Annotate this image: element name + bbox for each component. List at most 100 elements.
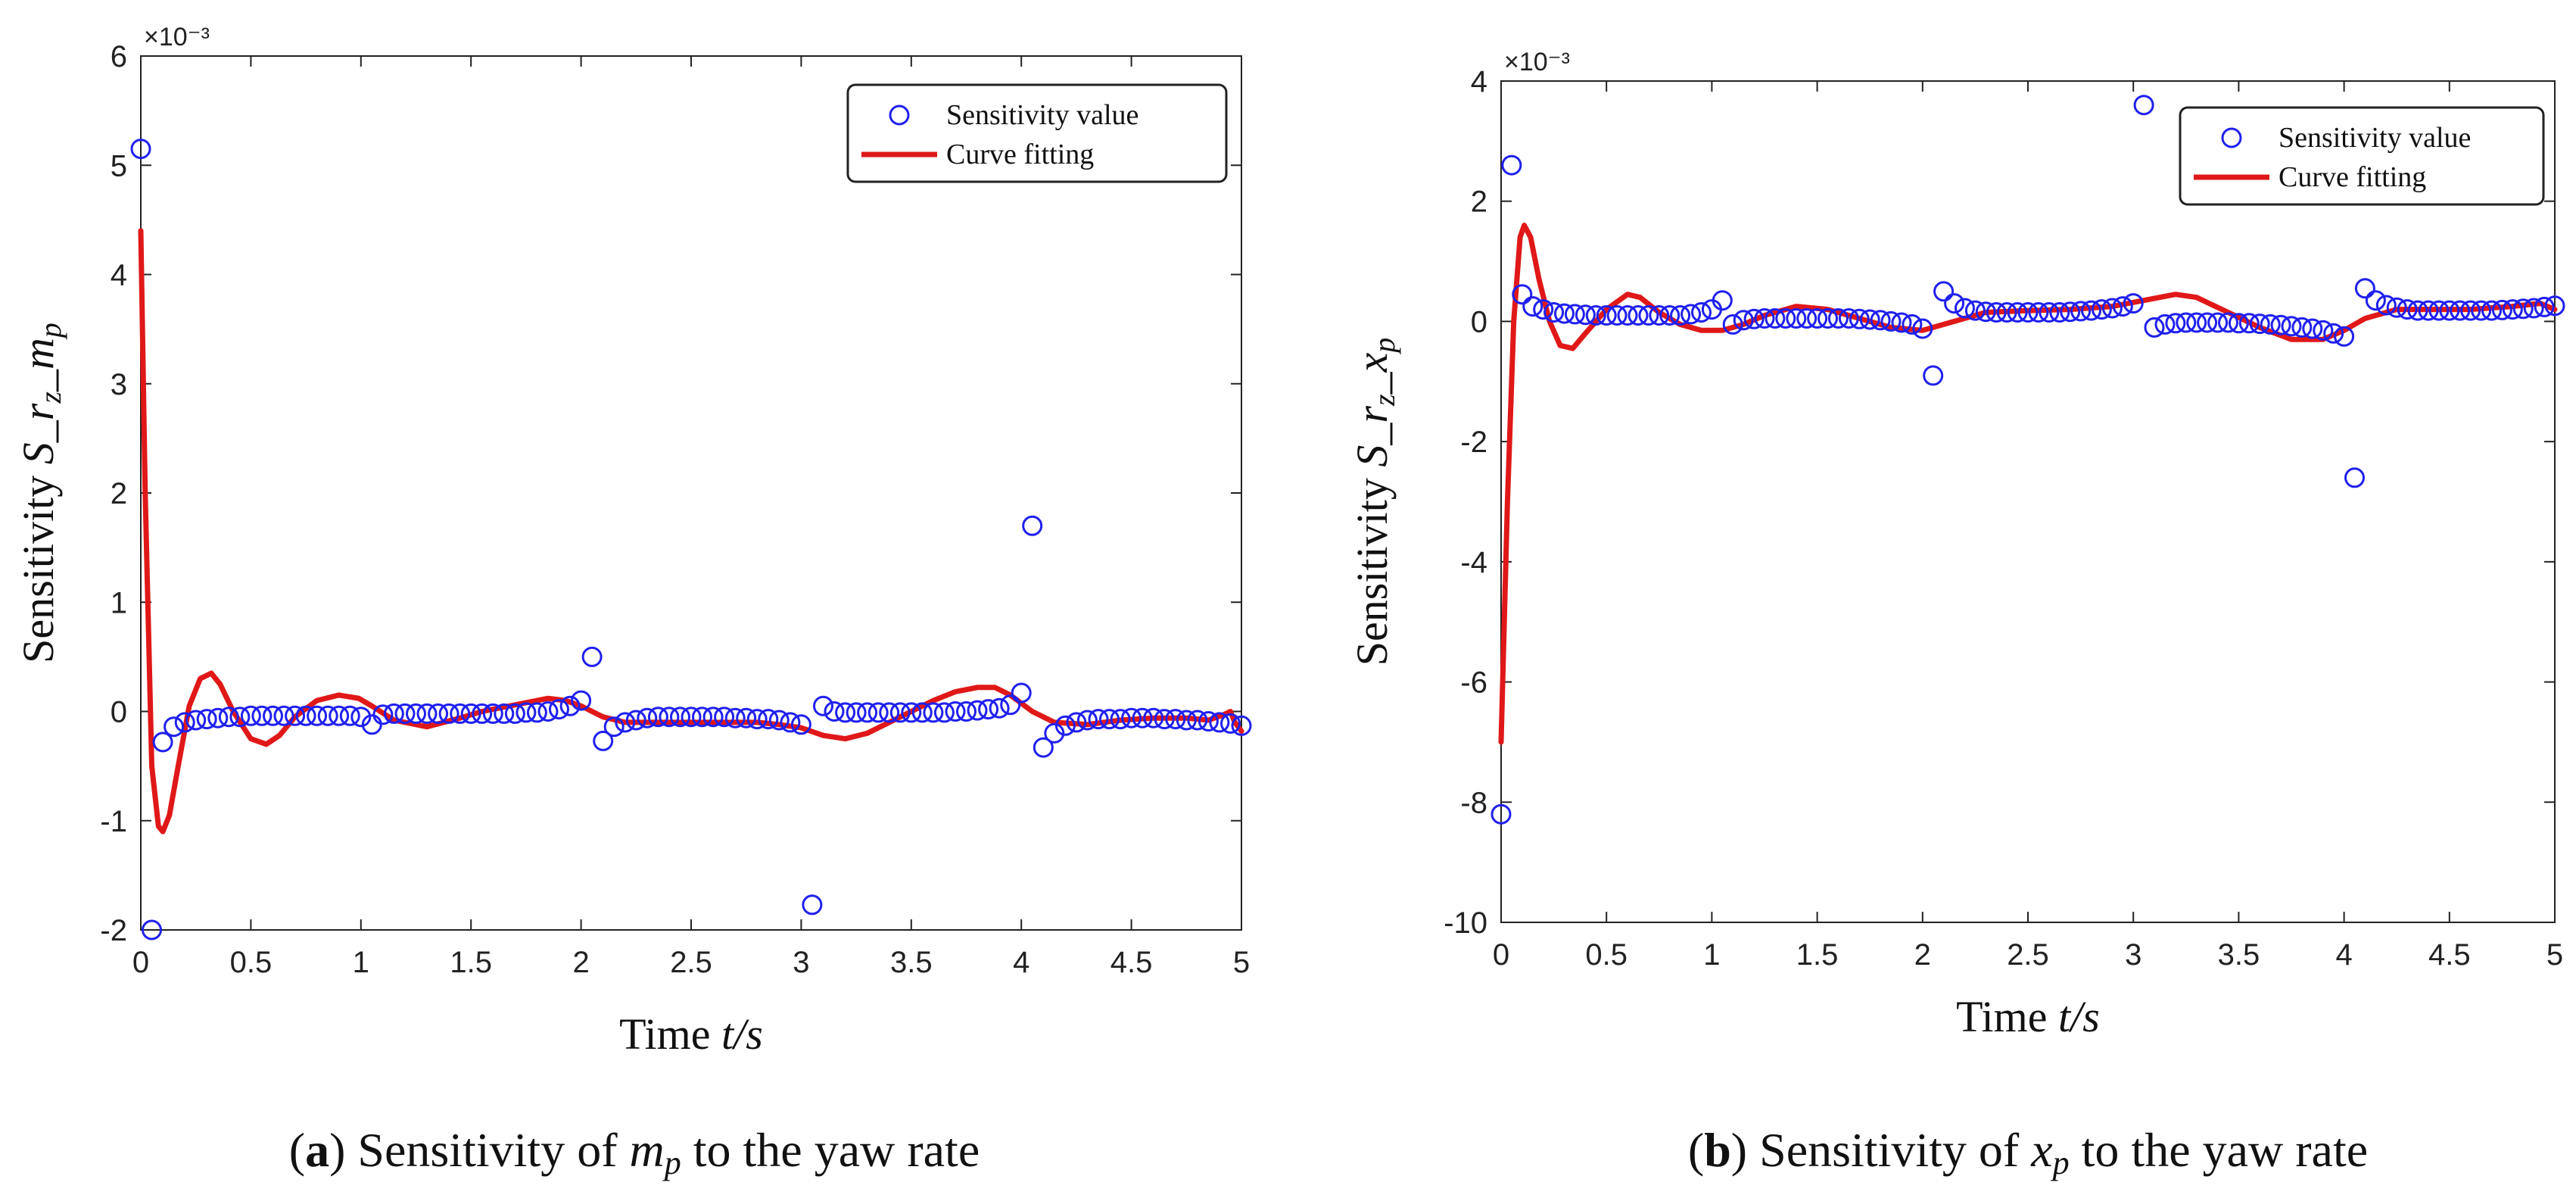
- sensitivity-point: [196, 709, 217, 730]
- sensitivity-point: [1786, 308, 1807, 329]
- sensitivity-point: [1220, 713, 1241, 734]
- sensitivity-point: [889, 702, 911, 723]
- sensitivity-point: [956, 701, 977, 722]
- sensitivity-point: [571, 690, 592, 711]
- sensitivity-point: [1044, 722, 1065, 744]
- y-tick-label: 0: [111, 696, 127, 729]
- sensitivity-point: [240, 705, 261, 726]
- sensitivity-point: [2123, 293, 2144, 314]
- sensitivity-point: [1154, 709, 1175, 730]
- y-tick-label: 1: [111, 586, 127, 619]
- sensitivity-point: [1933, 281, 1955, 302]
- sensitivity-point: [273, 705, 294, 726]
- sensitivity-point: [1638, 305, 1659, 326]
- sensitivity-point: [2249, 314, 2270, 335]
- sensitivity-point: [263, 705, 283, 726]
- sensitivity-point: [460, 703, 481, 724]
- sensitivity-point: [2439, 300, 2460, 321]
- y-tick-label: 6: [111, 40, 127, 73]
- y-axis-label-prefix: Sensitivity: [1347, 467, 1397, 666]
- sensitivity-point: [2344, 467, 2365, 488]
- legend-marker-symbol: [889, 105, 910, 126]
- x-axis-label: Time t/s: [619, 1009, 763, 1059]
- sensitivity-point: [2165, 313, 2186, 334]
- sensitivity-point: [2386, 297, 2407, 318]
- sensitivity-point: [1659, 305, 1680, 326]
- sensitivity-point: [1902, 314, 1923, 335]
- legend-marker-symbol: [2221, 127, 2242, 148]
- sensitivity-point: [1680, 304, 1702, 325]
- sensitivity-point: [746, 709, 768, 730]
- sensitivity-point: [1596, 305, 1617, 326]
- x-tick-label: 4: [2335, 938, 2352, 972]
- sensitivity-point: [307, 705, 328, 726]
- x-axis-label-suffix: /s: [731, 1009, 763, 1059]
- sensitivity-point: [2323, 323, 2344, 344]
- x-tick-label: 3: [2125, 938, 2141, 972]
- plot-frame: [1500, 80, 2556, 923]
- sensitivity-point: [2397, 299, 2418, 320]
- x-tick-label: 3: [793, 946, 809, 979]
- sensitivity-point: [504, 703, 525, 724]
- sensitivity-point: [1796, 308, 1818, 329]
- sensitivity-point: [2260, 314, 2281, 335]
- caption-letter: a: [305, 1123, 329, 1177]
- sensitivity-point: [537, 701, 559, 722]
- caption-letter: b: [1704, 1123, 1731, 1177]
- x-tick-label: 1: [353, 946, 369, 979]
- sensitivity-point: [692, 707, 712, 728]
- sensitivity-point: [901, 702, 922, 723]
- sensitivity-point: [472, 703, 493, 724]
- sensitivity-point: [780, 712, 801, 733]
- y-tick-label: -2: [100, 914, 127, 947]
- sensitivity-point: [416, 703, 438, 724]
- sensitivity-point: [945, 701, 966, 722]
- sensitivity-point: [1955, 298, 1975, 319]
- panel-b: 0 0.5 1 1.5 2 2.5 3 3.5 4 4.5 5 -10 -8 -6 -4 -2 0 2 4 ×10⁻³…: [1347, 48, 2565, 1181]
- sensitivity-point: [1198, 711, 1219, 732]
- x-tick-label: 2.5: [670, 946, 712, 979]
- sensitivity-point: [1088, 709, 1109, 730]
- sensitivity-point: [2270, 314, 2291, 335]
- sensitivity-point: [1944, 293, 1965, 314]
- x-axis-label-prefix: Time: [619, 1009, 721, 1059]
- sensitivity-point: [329, 705, 350, 726]
- sensitivity-point: [1564, 304, 1585, 325]
- sensitivity-point: [1859, 309, 1880, 330]
- sensitivity-point: [2291, 317, 2313, 338]
- sensitivity-point: [813, 695, 833, 716]
- y-axis-label-var: _x: [1347, 352, 1397, 395]
- sensitivity-point: [1066, 712, 1087, 733]
- sensitivity-point: [526, 702, 547, 723]
- sensitivity-point: [1722, 314, 1743, 335]
- sensitivity-point: [2207, 312, 2229, 333]
- sensitivity-point: [142, 919, 162, 941]
- x-tick-label: 2: [572, 946, 589, 979]
- sensitivity-point: [2313, 320, 2334, 341]
- sensitivity-point: [2428, 300, 2450, 321]
- caption-var-sub: p: [662, 1144, 681, 1181]
- curve-fitting-line: [138, 228, 1244, 835]
- sensitivity-point: [615, 712, 636, 733]
- sensitivity-point: [1512, 284, 1533, 305]
- y-tick-label: -6: [1460, 666, 1487, 700]
- sensitivity-point: [174, 712, 195, 733]
- sensitivity-point: [1022, 515, 1043, 536]
- x-tick-label: 1.5: [450, 946, 492, 979]
- sensitivity-point: [1076, 710, 1098, 731]
- x-axis-label-var: t: [2058, 992, 2072, 1041]
- sensitivity-point: [879, 702, 900, 723]
- sensitivity-point: [2028, 302, 2049, 323]
- y-tick-label: -4: [1460, 546, 1487, 579]
- sensitivity-point: [482, 703, 503, 724]
- sensitivity-point: [2481, 300, 2502, 321]
- sensitivity-point: [164, 716, 185, 738]
- sensitivity-point: [339, 705, 360, 726]
- sensitivity-point: [1132, 707, 1153, 728]
- sensitivity-point: [867, 702, 889, 723]
- caption-open: (: [289, 1123, 305, 1177]
- sensitivity-point: [1533, 299, 1554, 320]
- sensitivity-point: [2471, 300, 2492, 321]
- sensitivity-point: [130, 139, 151, 160]
